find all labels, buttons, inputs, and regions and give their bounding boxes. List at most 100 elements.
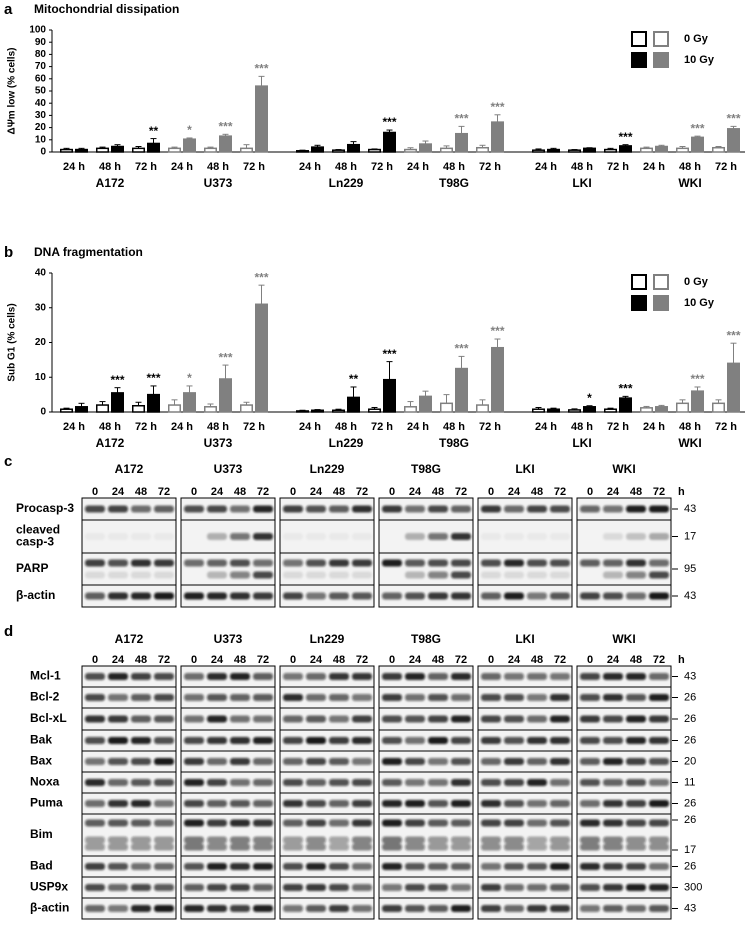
band [481,673,501,680]
band [550,836,570,844]
legend-swatch [653,52,669,68]
band [306,737,326,744]
row-label: Noxa [30,775,60,789]
blot-bands [382,819,471,851]
band [85,505,105,513]
legend-label: 0 Gy [684,276,709,288]
band [527,673,547,680]
band [649,843,669,851]
band [85,863,105,870]
blot-bands [184,863,273,870]
band [481,819,501,827]
time-label: 72 [356,654,368,666]
band [580,559,600,567]
band [154,800,174,807]
band [85,758,105,765]
band [382,505,402,513]
y-tick-label: 50 [35,86,47,97]
band [649,779,669,786]
time-label: 72 [554,486,566,498]
blot-bands [382,905,471,912]
band [253,758,273,765]
band [154,694,174,701]
band [481,758,501,765]
band [108,533,128,540]
band [405,694,425,701]
group-label: WKI [678,436,701,450]
blot-bands [283,800,372,807]
legend-label: 0 Gy [684,33,709,45]
band [504,843,524,851]
band [626,533,646,540]
bar [727,128,740,153]
blot-bands [283,779,372,786]
band [154,819,174,827]
cell-line-label: T98G [411,632,441,646]
bar [619,397,632,413]
band [382,819,402,827]
band [253,715,273,723]
time-label: 48 [630,654,642,666]
band [283,559,303,567]
band [131,843,151,851]
x-tick-label: 72 h [479,161,501,173]
time-label: 48 [333,486,345,498]
bar [712,146,725,153]
blot-bands [382,559,471,579]
band [527,694,547,701]
significance: *** [454,112,468,126]
unit-label: h [678,486,685,498]
group-label: A172 [96,436,125,450]
band [405,905,425,912]
band [253,559,273,567]
band [184,592,204,600]
x-tick-label: 24 h [407,421,429,433]
time-label: 72 [455,654,467,666]
significance: *** [690,121,704,135]
bar [255,303,268,413]
band [603,843,623,851]
band [626,559,646,567]
blot-bands [283,863,372,870]
band [550,819,570,827]
blot-bands [481,715,570,723]
x-tick-label: 24 h [407,161,429,173]
bar [404,148,417,153]
band [329,884,349,891]
bar [547,408,560,413]
blot-bands [85,505,174,513]
band [207,715,227,723]
row-label: Bcl-2 [30,690,60,704]
blot-bands [580,863,669,870]
blot-bands [85,884,174,891]
time-label: 48 [234,486,246,498]
band [504,592,524,600]
bar [455,132,468,153]
x-tick-label: 48 h [443,161,465,173]
band [504,715,524,723]
group-label: WKI [678,176,701,190]
band [85,843,105,851]
band [352,559,372,567]
band [504,800,524,807]
blot-bands [580,905,669,912]
bar [383,131,396,153]
band [527,800,547,807]
band [382,800,402,807]
band [131,819,151,827]
blot-bands [184,819,273,851]
bar [168,404,181,413]
band [154,758,174,765]
band [603,758,623,765]
time-label: 24 [607,654,620,666]
time-label: 24 [607,486,620,498]
row-label: USP9x [30,880,68,894]
band [253,571,273,579]
x-tick-label: 48 h [335,421,357,433]
band [428,694,448,701]
band [329,559,349,567]
y-axis-label: Sub G1 (% cells) [7,303,18,381]
band [504,758,524,765]
band [131,505,151,513]
band [352,737,372,744]
